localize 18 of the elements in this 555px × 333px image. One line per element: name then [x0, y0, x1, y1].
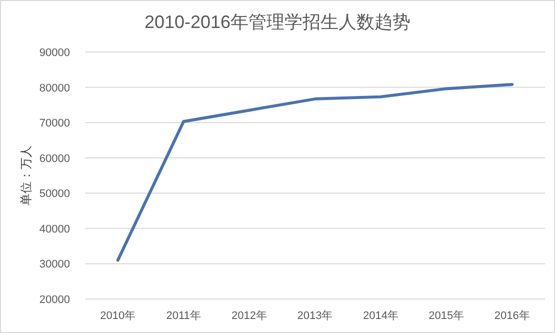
y-tick-label: 40000 — [39, 223, 70, 236]
chart-title: 2010-2016年管理学招生人数趋势 — [144, 12, 411, 32]
y-tick-label: 20000 — [39, 294, 70, 306]
x-tick-label: 2014年 — [362, 310, 398, 322]
x-tick-label: 2016年 — [494, 310, 530, 322]
y-tick-label: 50000 — [39, 188, 70, 200]
y-axis-title: 单位：万人 — [19, 146, 33, 206]
y-tick-label: 90000 — [39, 47, 70, 59]
y-tick-label: 30000 — [39, 258, 70, 271]
y-tick-label: 80000 — [39, 82, 70, 94]
y-tick-label: 70000 — [39, 118, 70, 130]
y-tick-label: 60000 — [39, 152, 70, 165]
x-tick-label: 2013年 — [297, 310, 333, 322]
x-tick-label: 2012年 — [232, 310, 268, 322]
x-tick-label: 2015年 — [428, 310, 464, 322]
x-tick-label: 2011年 — [166, 310, 201, 322]
x-tick-label: 2010年 — [100, 310, 136, 322]
line-series — [116, 82, 514, 262]
